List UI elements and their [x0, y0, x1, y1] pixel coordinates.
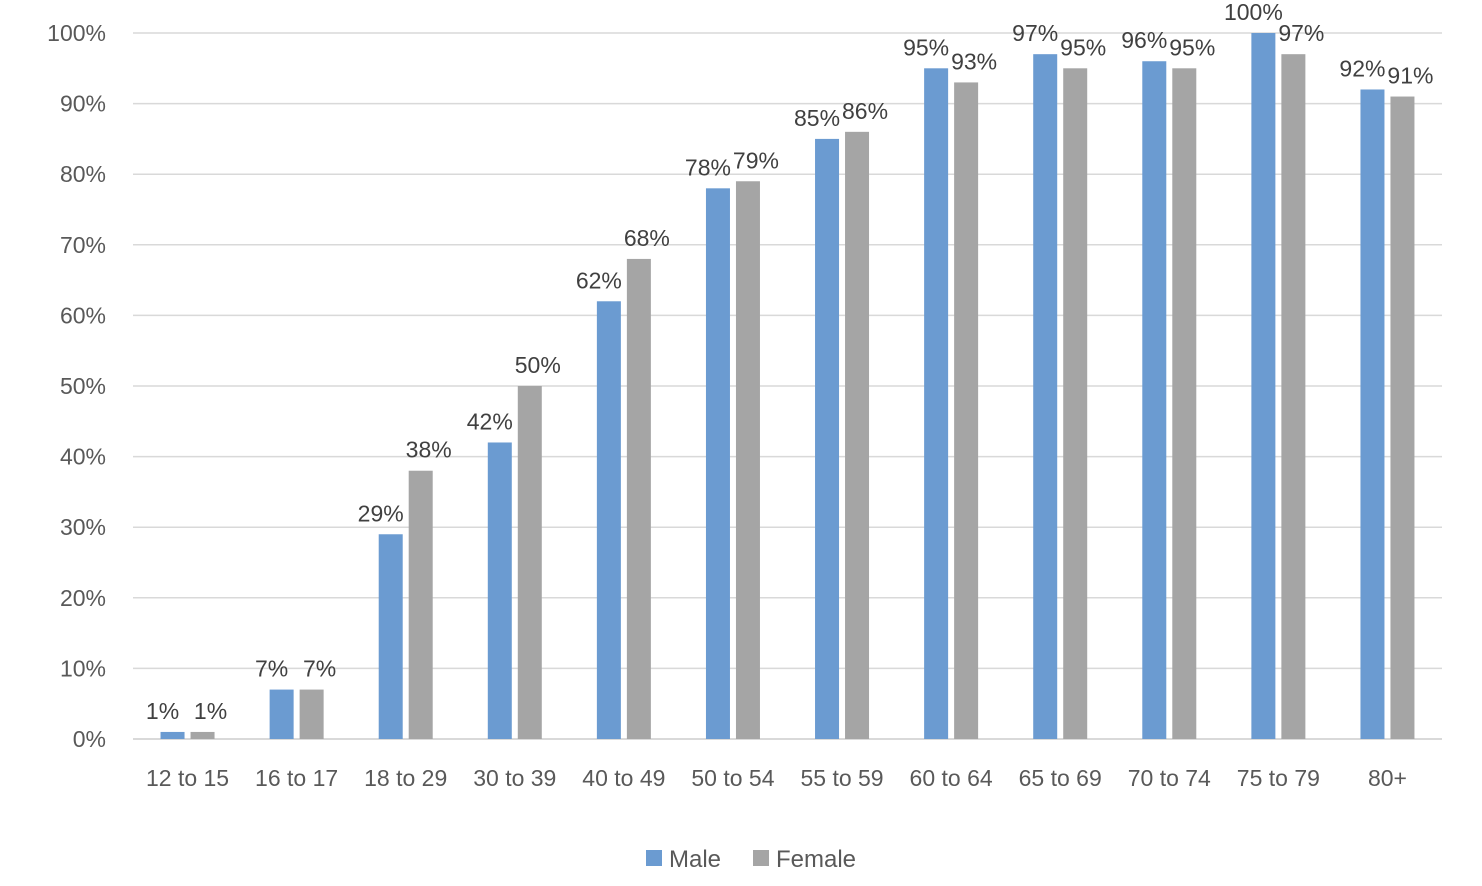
x-category-label: 70 to 74 [1128, 765, 1211, 791]
bar-male [269, 689, 294, 739]
data-label-female: 86% [842, 98, 888, 124]
data-label-female: 68% [624, 225, 670, 251]
data-label-female: 1% [194, 698, 227, 724]
data-label-female: 95% [1169, 34, 1215, 60]
y-tick-label: 60% [60, 302, 106, 328]
bar-male [596, 301, 621, 739]
bar-male [160, 731, 185, 739]
x-category-label: 65 to 69 [1019, 765, 1102, 791]
x-category-label: 50 to 54 [691, 765, 774, 791]
data-label-male: 100% [1224, 0, 1283, 25]
data-label-male: 92% [1339, 55, 1385, 81]
data-label-female: 79% [733, 147, 779, 173]
bar-male [1360, 89, 1385, 740]
legend-swatch-male [646, 850, 662, 866]
bar-female [1063, 68, 1088, 740]
bar-female [954, 82, 979, 740]
data-label-female: 97% [1278, 20, 1324, 46]
x-category-label: 75 to 79 [1237, 765, 1320, 791]
bar-male [378, 534, 403, 739]
bar-female [190, 731, 215, 739]
data-label-female: 93% [951, 48, 997, 74]
x-category-label: 30 to 39 [473, 765, 556, 791]
y-tick-label: 0% [73, 726, 106, 752]
x-category-label: 40 to 49 [582, 765, 665, 791]
legend-swatch-female [753, 850, 769, 866]
data-label-male: 78% [685, 154, 731, 180]
gridlines [133, 32, 1442, 740]
bar-female [1390, 96, 1415, 740]
bar-male [1251, 33, 1276, 739]
y-tick-label: 100% [47, 20, 106, 46]
x-category-label: 60 to 64 [910, 765, 993, 791]
data-label-female: 91% [1387, 63, 1433, 89]
data-label-male: 62% [576, 267, 622, 293]
bar-female [1281, 54, 1306, 740]
y-tick-label: 80% [60, 161, 106, 187]
data-label-female: 7% [303, 656, 336, 682]
bar-male [705, 188, 730, 739]
y-tick-label: 30% [60, 514, 106, 540]
legend-label-female: Female [776, 846, 856, 873]
bar-female [408, 470, 433, 739]
data-label-male: 7% [255, 656, 288, 682]
y-axis-tick-labels: 0% 10% 20% 30% 40% 50% 60% 70% 80% 90% 100% [47, 20, 106, 752]
x-category-label: 80+ [1368, 765, 1407, 791]
data-label-male: 85% [794, 105, 840, 131]
bar-female [517, 386, 542, 739]
data-label-male: 96% [1121, 27, 1167, 53]
data-label-female: 95% [1060, 34, 1106, 60]
data-label-male: 95% [903, 34, 949, 60]
data-labels: 1% 1% 7% 7% 29% 38% 42% 50% 62%68% 78% 79% 85% 86% 95… [146, 0, 1434, 724]
bars [160, 33, 1415, 740]
data-label-male: 29% [358, 500, 404, 526]
bar-male [815, 138, 840, 739]
y-tick-label: 70% [60, 232, 106, 258]
x-category-label: 16 to 17 [255, 765, 338, 791]
x-category-label: 55 to 59 [800, 765, 883, 791]
bar-male [487, 442, 512, 739]
bar-male [1033, 54, 1058, 740]
data-label-female: 38% [406, 437, 452, 463]
bar-male [924, 68, 949, 740]
x-axis-category-labels: 12 to 15 16 to 17 18 to 29 30 to 39 40 to 49… [146, 765, 1407, 791]
legend-label-male: Male [669, 846, 721, 873]
bar-female [845, 131, 870, 740]
y-tick-label: 10% [60, 655, 106, 681]
data-label-male: 97% [1012, 20, 1058, 46]
legend: Male Female [646, 846, 856, 873]
y-tick-label: 90% [60, 91, 106, 117]
bar-female [1172, 68, 1197, 740]
data-label-male: 1% [146, 698, 179, 724]
y-tick-label: 40% [60, 444, 106, 470]
y-tick-label: 50% [60, 373, 106, 399]
data-label-female: 50% [515, 352, 561, 378]
bar-female [626, 258, 651, 739]
bar-female [735, 181, 760, 739]
x-category-label: 18 to 29 [364, 765, 447, 791]
x-category-label: 12 to 15 [146, 765, 229, 791]
bar-male [1142, 61, 1167, 740]
y-tick-label: 20% [60, 585, 106, 611]
bar-female [299, 689, 324, 739]
data-label-male: 42% [467, 408, 513, 434]
